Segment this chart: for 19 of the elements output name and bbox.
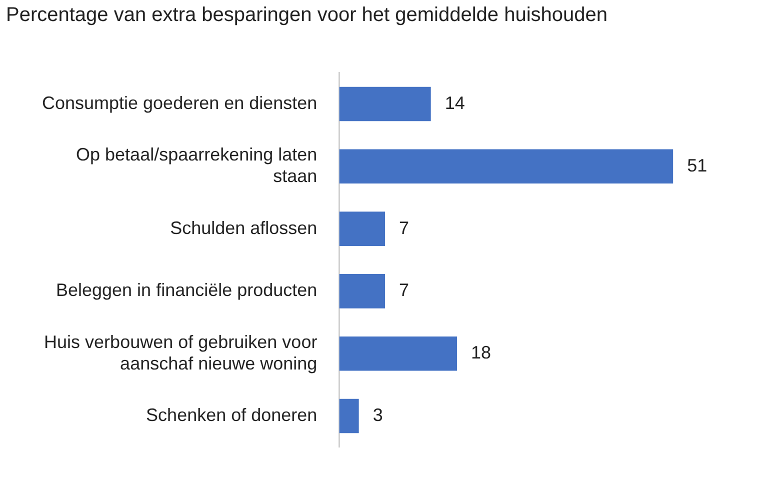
bar <box>339 86 431 122</box>
bar <box>339 149 674 184</box>
bar <box>339 398 359 434</box>
y-tick-label: Huis verbouwen of gebruiken voor aanschaf nieuwe woning <box>44 332 318 374</box>
data-label: 14 <box>444 92 465 113</box>
data-label: 18 <box>471 342 492 363</box>
y-tick-label: Schenken of doneren <box>146 404 318 425</box>
bar <box>339 336 458 371</box>
y-tick-label: Op betaal/spaarrekening laten staan <box>76 144 318 186</box>
y-tick-label: Consumptie goederen en diensten <box>42 92 318 113</box>
y-tick-label: Schulden aflossen <box>170 218 318 238</box>
data-label: 51 <box>687 155 708 176</box>
data-label: 7 <box>399 280 410 300</box>
y-tick-label: Beleggen in financiële producten <box>56 280 318 300</box>
bar <box>339 274 386 308</box>
bar <box>339 212 386 246</box>
data-label: 7 <box>399 218 410 238</box>
data-label: 3 <box>372 404 383 425</box>
chart-title: Percentage van extra besparingen voor het gemiddelde huishouden <box>6 4 608 27</box>
